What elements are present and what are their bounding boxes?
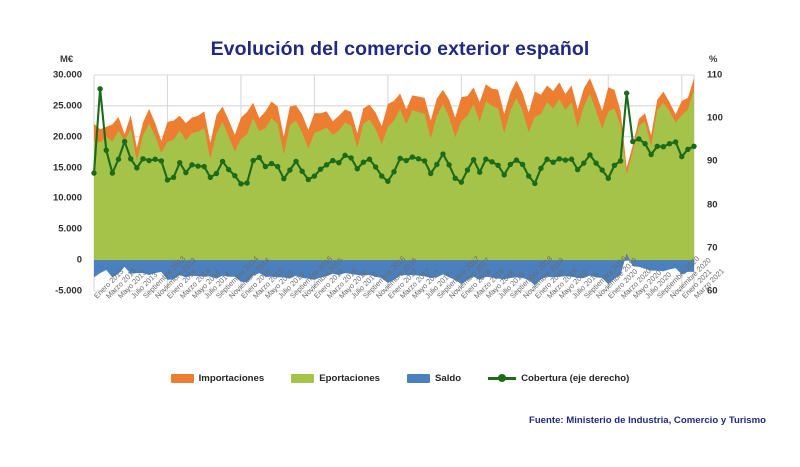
cobertura-markers [91, 86, 697, 187]
y2-axis-tick: 80 [707, 199, 718, 211]
legend-color-swatch [407, 373, 430, 383]
legend-color-swatch [291, 373, 315, 383]
source-note: Fuente: Ministerio de Industria, Comerci… [528, 415, 766, 426]
y-axis-tick: 10.000 [52, 192, 82, 204]
y-axis-tick: 30.000 [52, 69, 82, 81]
legend-item[interactable]: Eportaciones [291, 373, 380, 384]
legend-item[interactable]: Saldo [407, 373, 461, 384]
y-axis-tick: 25.000 [52, 100, 82, 112]
left-axis-unit-label: M€ [60, 54, 74, 65]
legend-item[interactable]: Importaciones [170, 372, 265, 384]
y2-axis-tick: 90 [707, 155, 718, 167]
y2-axis-tick: 70 [707, 242, 718, 254]
legend-line-marker-icon [488, 373, 517, 383]
legend-label: Importaciones [198, 372, 265, 384]
page-title: Evolución del comercio exterior español [210, 38, 590, 60]
area-saldo [94, 253, 694, 286]
right-axis-unit-label: % [709, 54, 718, 65]
x-axis-tick-labels: Enero 2013 Marzo 2013 Mayo 2013 Julio 2013 S… [0, 254, 800, 369]
area-exportaciones [94, 89, 694, 261]
y-axis-tick: 0 [76, 254, 82, 266]
y2-axis-tick: 60 [707, 285, 718, 297]
y2-axis-tick: 110 [707, 69, 723, 81]
legend-label: Saldo [435, 372, 462, 384]
y-axis-tick: -5.000 [55, 285, 82, 297]
chart-legend: Importaciones Eportaciones Saldo Cobertura … [0, 369, 800, 387]
legend-item[interactable]: Cobertura (eje derecho) [488, 373, 629, 384]
plot-area [91, 74, 697, 292]
y-axis-tick: 15.000 [52, 162, 82, 174]
legend-label: Cobertura (eje derecho) [521, 372, 630, 384]
y-axis-tick: 20.000 [52, 131, 82, 143]
legend-label: Eportaciones [319, 372, 380, 384]
y-axis-tick: 5.000 [58, 223, 82, 235]
y2-axis-tick: 100 [707, 112, 723, 124]
legend-color-swatch [170, 373, 194, 383]
chart-canvas [91, 74, 697, 292]
